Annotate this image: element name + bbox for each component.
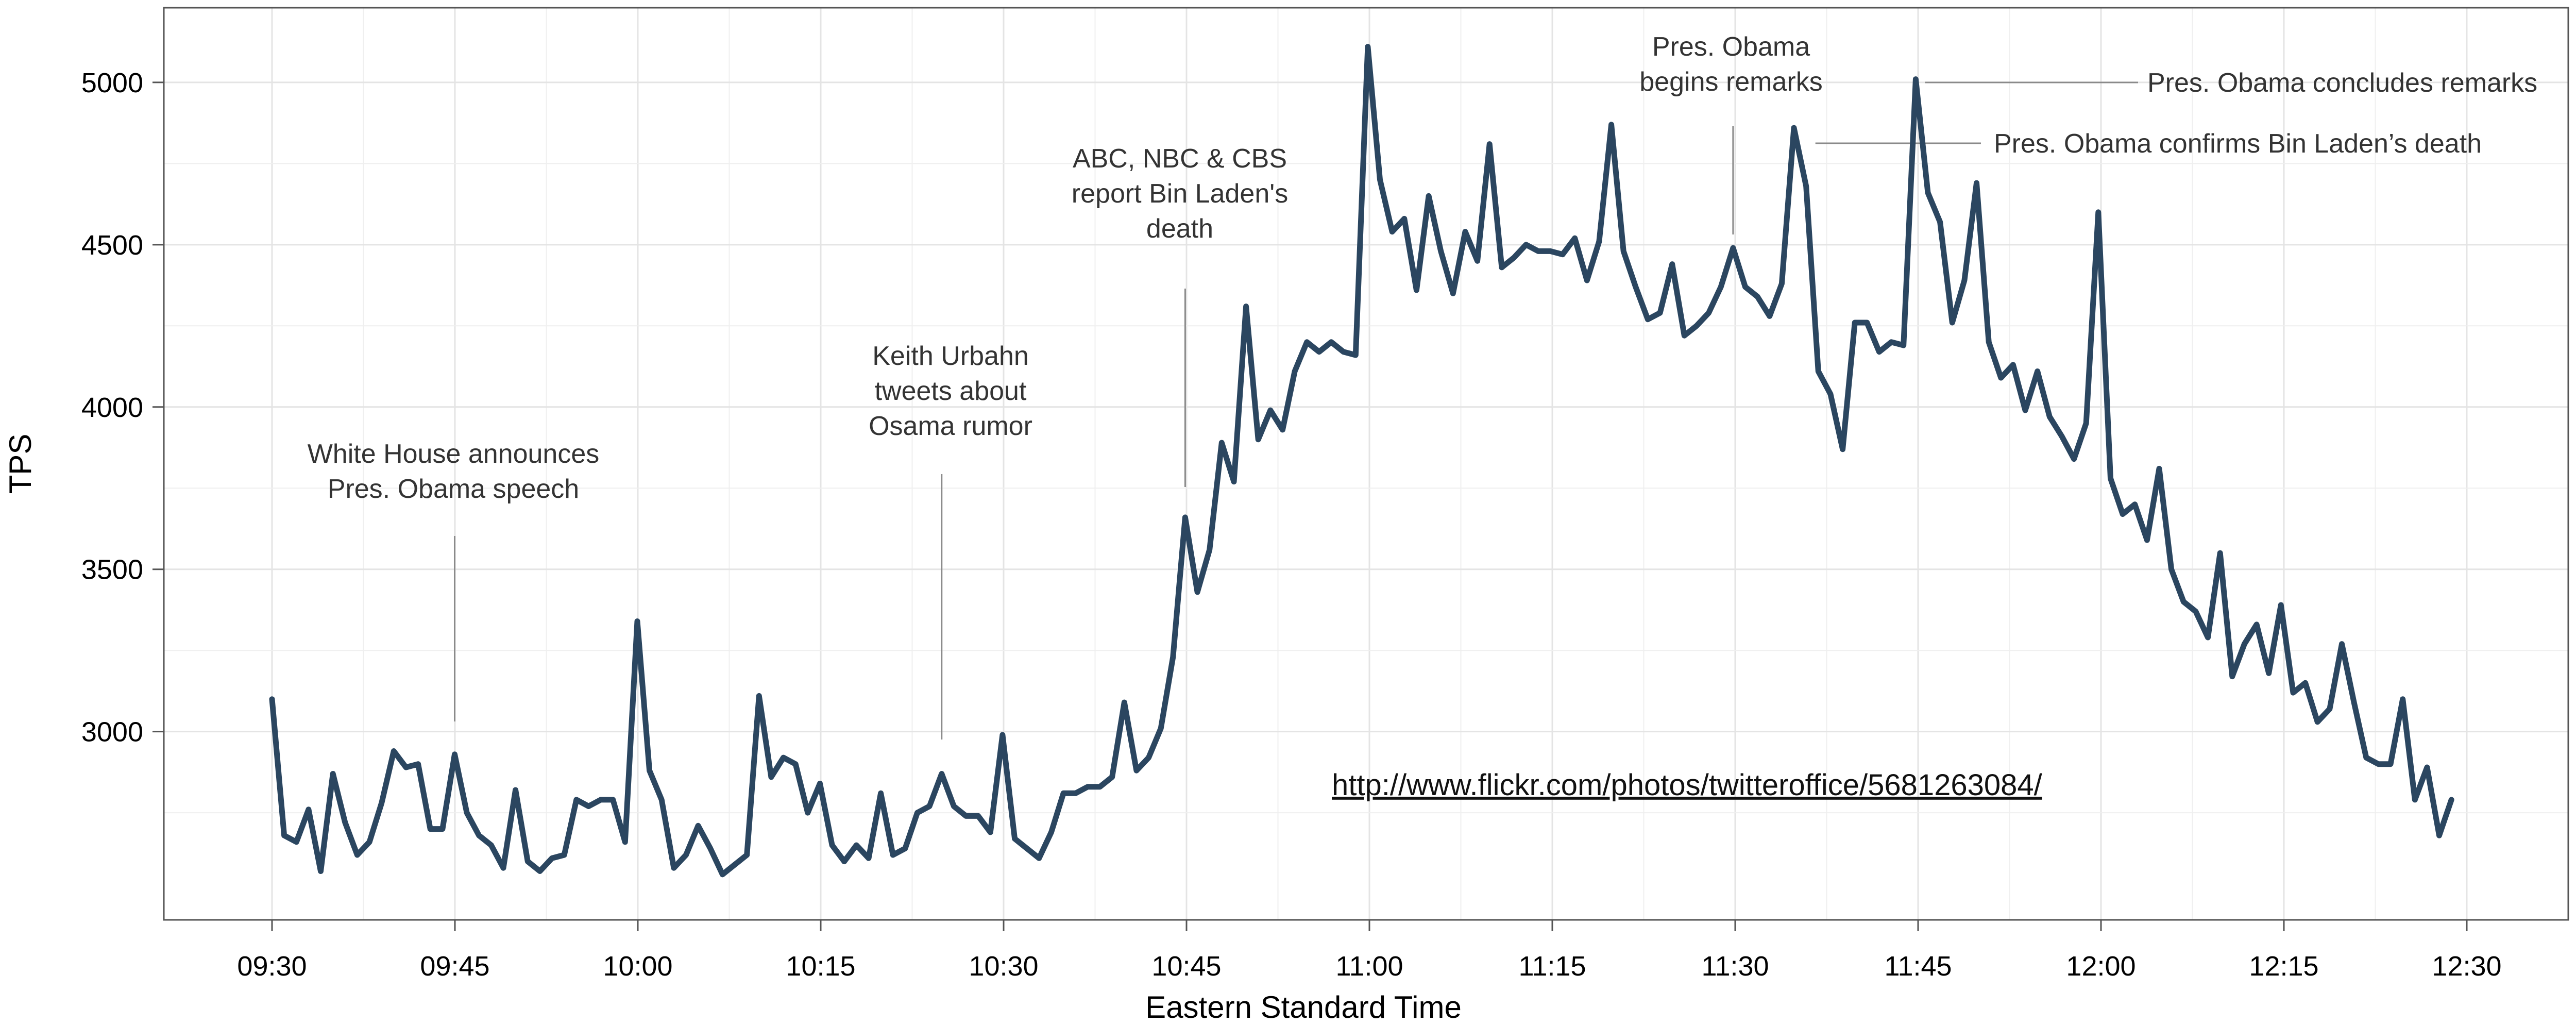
annotation-label-line: Pres. Obama speech [328,474,579,504]
annotations: White House announces Pres. Obama speech K… [308,32,2537,740]
x-tick-label: 10:30 [969,951,1038,982]
annotation-label-line: tweets about [875,376,1027,406]
annotation-label: Pres. Obama confirms Bin Laden’s death [1994,129,2482,159]
y-tick-label: 5000 [81,68,143,98]
x-tick-label: 11:45 [1884,951,1952,982]
annotation-label-line: Keith Urbahn [872,341,1029,371]
annotation-label-line: ABC, NBC & CBS [1073,144,1287,174]
x-tick-label: 09:30 [237,951,307,982]
annotation-label-line: death [1146,214,1213,244]
annotation-label: Keith Urbahn tweets about Osama rumor [869,341,1032,441]
y-axis: 3000 3500 4000 4500 5000 [81,68,164,748]
x-tick-label: 12:15 [2249,951,2318,982]
x-tick-label: 10:15 [786,951,855,982]
annotation-label-line: Pres. Obama [1652,32,1810,62]
y-tick-label: 4000 [81,392,143,423]
annotation-label-line: begins remarks [1639,67,1822,97]
x-tick-label: 10:00 [603,951,672,982]
y-tick-label: 3500 [81,554,143,585]
annotation-label: White House announces Pres. Obama speech [308,439,600,504]
x-tick-label: 09:45 [420,951,489,982]
annotation-label: Pres. Obama concludes remarks [2147,68,2537,98]
x-axis: 09:30 09:45 10:00 10:15 10:30 10:45 11:00 11:15… [237,920,2502,982]
y-tick-label: 3000 [81,717,143,748]
plot-frame [163,7,2569,921]
x-tick-label: 10:45 [1151,951,1221,982]
x-tick-label: 11:30 [1701,951,1769,982]
y-axis-title: TPS [3,434,38,494]
x-tick-label: 11:00 [1335,951,1403,982]
tps-series-line [269,44,2454,878]
annotation-label: ABC, NBC & CBS report Bin Laden's death [1072,144,1288,244]
x-tick-label: 11:15 [1518,951,1586,982]
annotation-label-line: Pres. Obama concludes remarks [2147,68,2537,98]
annotation-label: Pres. Obama begins remarks [1639,32,1822,97]
x-tick-label: 12:30 [2432,951,2501,982]
y-tick-label: 4500 [81,230,143,261]
annotation-label-line: Osama rumor [869,411,1032,441]
annotation-label-line: Pres. Obama confirms Bin Laden’s death [1994,129,2482,159]
x-tick-label: 12:00 [2066,951,2136,982]
x-axis-title: Eastern Standard Time [1145,990,1462,1024]
annotation-label-line: White House announces [308,439,600,469]
grid-lines [164,8,2568,920]
annotation-label-line: report Bin Laden's [1072,179,1288,209]
source-link[interactable]: http://www.flickr.com/photos/twitteroffi… [1332,768,2043,802]
